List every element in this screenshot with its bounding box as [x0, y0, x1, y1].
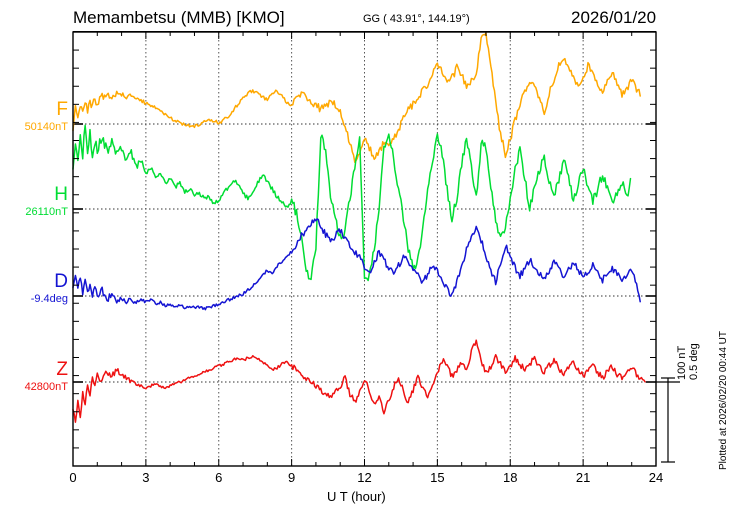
plotted-timestamp: Plotted at 2026/02/20 00:44 UT	[718, 331, 729, 470]
x-tick-label: 18	[503, 470, 518, 485]
baseline-layer	[73, 123, 656, 383]
trace-layer	[72, 32, 646, 423]
x-tick-label: 0	[69, 470, 77, 485]
x-tick-label: 21	[575, 470, 591, 485]
component-label-f: F 50140nT	[0, 100, 68, 134]
scale-bar-label: 100 nT 0.5 deg	[676, 300, 700, 380]
component-label-z: Z 42800nT	[0, 360, 68, 394]
observation-date: 2026/01/20	[571, 8, 657, 27]
x-axis-title: U T (hour)	[327, 489, 386, 504]
component-baseline-f: 50140nT	[24, 121, 68, 133]
scale-line-1: 100 nT	[676, 345, 688, 380]
component-name-f: F	[56, 99, 68, 120]
x-tick-label: 24	[648, 470, 664, 485]
component-baseline-d: -9.4deg	[30, 293, 68, 305]
component-label-d: D -9.4deg	[0, 272, 68, 306]
component-name-z: Z	[56, 359, 68, 380]
component-name-h: H	[54, 184, 68, 205]
page-title: Memambetsu (MMB) [KMO]	[73, 8, 285, 27]
scale-bar	[656, 377, 680, 463]
component-label-h: H 26110nT	[0, 185, 68, 219]
component-name-d: D	[54, 271, 68, 292]
x-tick-label: 12	[357, 470, 372, 485]
x-tick-label: 9	[288, 470, 296, 485]
component-baseline-z: 42800nT	[24, 381, 68, 393]
x-tick-label: 6	[215, 470, 223, 485]
plot-frame	[72, 31, 657, 467]
scale-line-2: 0.5 deg	[688, 343, 700, 380]
x-tick-label: 15	[430, 470, 445, 485]
grid-layer	[145, 32, 584, 466]
geographic-coordinates: GG ( 43.91°, 144.19°)	[363, 13, 470, 25]
x-tick-label: 3	[142, 470, 150, 485]
component-baseline-h: 26110nT	[25, 206, 68, 218]
